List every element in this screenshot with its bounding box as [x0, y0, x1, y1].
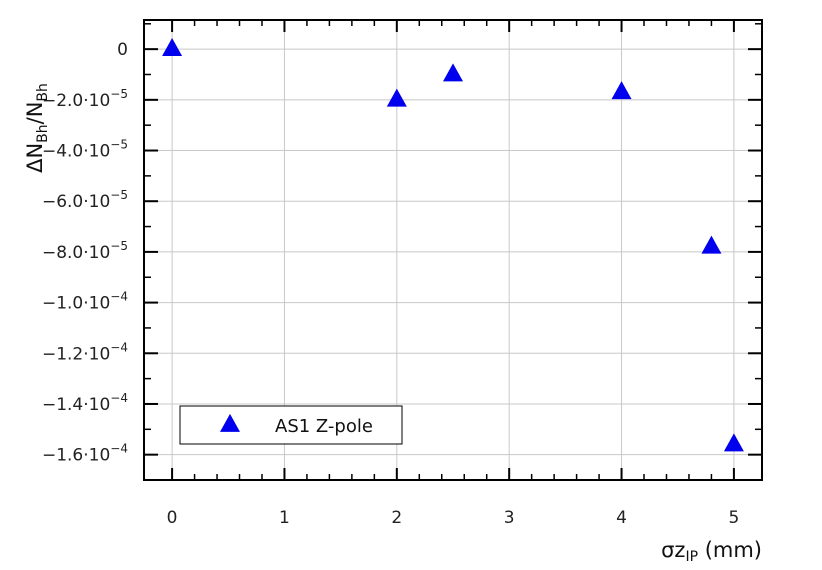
y-tick-label: −1.4·10−4	[42, 391, 128, 415]
y-tick-label: −2.0·10−5	[42, 87, 128, 111]
data-point-triangle	[611, 81, 632, 100]
legend-marker-triangle	[220, 413, 240, 432]
legend: AS1 Z-pole	[179, 405, 403, 445]
y-tick-label: −1.2·10−4	[42, 340, 128, 364]
x-tick-label: 4	[616, 508, 627, 528]
y-tick-labels: 0 −2.0·10−5 −4.0·10−5 −6.0·10−5 −8.0·10−5 −1.…	[42, 40, 128, 466]
data-point-triangle	[723, 433, 744, 452]
x-axis-title-subscript: IP	[685, 549, 698, 565]
x-tick-label: 3	[504, 508, 515, 528]
y-tick-exponent: −5	[110, 87, 128, 101]
axis-ticks	[144, 20, 762, 481]
y-axis-title-part: /N	[23, 102, 47, 125]
data-point-triangle	[701, 235, 722, 254]
x-tick-labels: 0 1 2 3 4 5	[167, 508, 740, 528]
x-tick-label: 5	[728, 508, 739, 528]
y-axis-title-part: ΔN	[23, 143, 47, 173]
y-axis-title-subscript: Bh	[35, 83, 51, 101]
y-tick-exponent: −5	[110, 188, 128, 202]
plot-frame	[143, 19, 763, 481]
y-tick-label: −6.0·10−5	[42, 188, 128, 212]
x-tick-label: 2	[391, 508, 402, 528]
y-axis-title: ΔNBh/NBh	[23, 83, 51, 173]
x-axis-title: σzIP (mm)	[661, 538, 762, 565]
data-point-triangle	[386, 88, 407, 107]
data-point-triangle	[443, 63, 463, 82]
y-tick-exponent: −5	[110, 239, 128, 253]
y-tick-exponent: −4	[110, 290, 128, 304]
y-tick-label: −1.0·10−4	[42, 290, 128, 314]
y-tick-label: −8.0·10−5	[42, 239, 128, 263]
y-tick-label: −1.6·10−4	[42, 442, 128, 466]
y-tick-exponent: −4	[110, 442, 128, 456]
y-tick-exponent: −4	[110, 340, 128, 354]
x-tick-label: 1	[279, 508, 290, 528]
legend-label: AS1 Z-pole	[275, 416, 373, 437]
grid-lines	[144, 20, 762, 480]
y-tick-exponent: −5	[110, 138, 128, 152]
y-tick-exponent: −4	[110, 391, 128, 405]
y-tick-label: −4.0·10−5	[42, 138, 128, 162]
x-axis-title-unit: (mm)	[698, 538, 762, 562]
y-tick-label: 0	[117, 40, 128, 60]
x-tick-label: 0	[167, 508, 178, 528]
legend-box	[179, 405, 403, 445]
data-point-triangle	[162, 37, 183, 56]
y-axis-title-subscript: Bh	[35, 124, 51, 142]
data-points	[162, 37, 744, 452]
